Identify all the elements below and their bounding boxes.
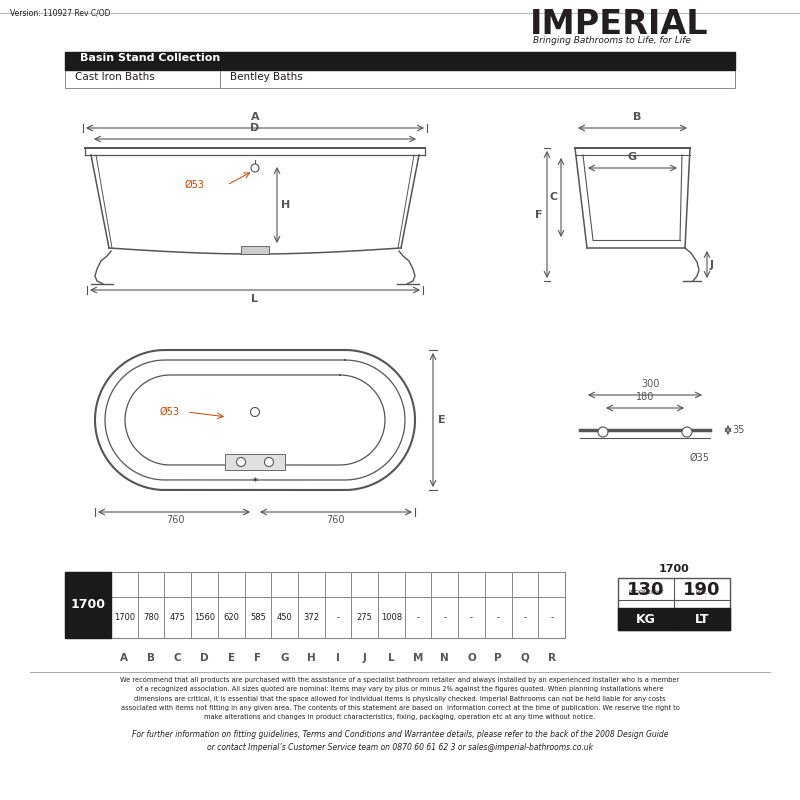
- Text: 180: 180: [636, 392, 654, 402]
- Text: PACKWEIGHT: PACKWEIGHT: [628, 590, 664, 595]
- Text: J: J: [710, 259, 714, 270]
- Text: E: E: [228, 653, 234, 663]
- Text: 1700: 1700: [70, 598, 106, 611]
- Text: 1008: 1008: [381, 613, 402, 622]
- Bar: [674, 608, 730, 630]
- Circle shape: [237, 458, 246, 466]
- Text: 475: 475: [170, 613, 186, 622]
- Bar: [241, 246, 269, 254]
- Text: N: N: [441, 653, 449, 663]
- Text: 760: 760: [166, 515, 184, 525]
- Text: Version: 110927 Rev C/OD: Version: 110927 Rev C/OD: [10, 9, 110, 18]
- Text: 130: 130: [627, 581, 665, 599]
- Text: 780: 780: [143, 613, 159, 622]
- Text: G: G: [628, 152, 637, 162]
- Text: A: A: [120, 653, 128, 663]
- Text: 275: 275: [357, 613, 373, 622]
- Text: A: A: [250, 112, 259, 122]
- Text: Ø35: Ø35: [690, 453, 710, 463]
- Text: Bentley Baths: Bentley Baths: [230, 72, 302, 82]
- Text: For further information on fitting guidelines, Terms and Conditions and Warrante: For further information on fitting guide…: [132, 730, 668, 752]
- Text: 450: 450: [277, 613, 293, 622]
- Circle shape: [682, 427, 692, 437]
- Text: P: P: [494, 653, 502, 663]
- Text: *: *: [253, 477, 258, 487]
- Circle shape: [250, 407, 259, 417]
- Text: 760: 760: [326, 515, 344, 525]
- Text: Bringing Bathrooms to Life, for Life: Bringing Bathrooms to Life, for Life: [533, 36, 691, 45]
- Text: -: -: [523, 613, 526, 622]
- Text: 35: 35: [732, 425, 744, 435]
- Text: D: D: [250, 123, 260, 133]
- Text: IMPERIAL: IMPERIAL: [530, 8, 709, 41]
- Text: J: J: [362, 653, 366, 663]
- Text: -: -: [443, 613, 446, 622]
- Bar: [618, 608, 674, 630]
- Bar: [225, 454, 285, 470]
- Text: F: F: [535, 210, 543, 219]
- Text: We recommend that all products are purchased with the assistance of a specialist: We recommend that all products are purch…: [120, 677, 680, 720]
- Text: 620: 620: [223, 613, 239, 622]
- Text: 300: 300: [641, 379, 659, 389]
- Text: 372: 372: [303, 613, 319, 622]
- Text: L: L: [388, 653, 394, 663]
- Text: H: H: [281, 200, 290, 210]
- Circle shape: [265, 458, 274, 466]
- Bar: [618, 578, 730, 630]
- Text: -: -: [337, 613, 339, 622]
- Text: D: D: [200, 653, 209, 663]
- Text: R: R: [548, 653, 556, 663]
- Text: 1700: 1700: [658, 564, 690, 574]
- Text: 1700: 1700: [114, 613, 135, 622]
- Text: O: O: [467, 653, 476, 663]
- Bar: [65, 572, 565, 638]
- Text: KG: KG: [636, 613, 656, 626]
- Text: Q: Q: [521, 653, 530, 663]
- Text: G: G: [280, 653, 289, 663]
- Bar: [65, 70, 735, 88]
- Text: LT: LT: [694, 613, 710, 626]
- Circle shape: [598, 427, 608, 437]
- Text: Cast Iron Baths: Cast Iron Baths: [75, 72, 154, 82]
- Text: Ø53: Ø53: [160, 407, 180, 417]
- Text: C: C: [174, 653, 182, 663]
- Text: C: C: [550, 193, 558, 202]
- Text: 1560: 1560: [194, 613, 215, 622]
- Text: E: E: [438, 415, 446, 425]
- Text: -: -: [417, 613, 420, 622]
- Text: -: -: [550, 613, 553, 622]
- Text: B: B: [147, 653, 155, 663]
- Text: Basin Stand Collection: Basin Stand Collection: [80, 53, 220, 63]
- Text: 585: 585: [250, 613, 266, 622]
- Text: M: M: [413, 653, 423, 663]
- Text: H: H: [307, 653, 316, 663]
- Text: L: L: [251, 294, 258, 304]
- Bar: [65, 52, 735, 70]
- Text: -: -: [497, 613, 500, 622]
- Text: Ø53: Ø53: [185, 180, 205, 190]
- Text: 190: 190: [683, 581, 721, 599]
- Bar: [65, 572, 111, 638]
- Text: VOL.: VOL.: [696, 590, 708, 595]
- Text: F: F: [254, 653, 262, 663]
- Text: B: B: [634, 112, 642, 122]
- Text: -: -: [470, 613, 473, 622]
- Text: I: I: [336, 653, 340, 663]
- Circle shape: [251, 164, 259, 172]
